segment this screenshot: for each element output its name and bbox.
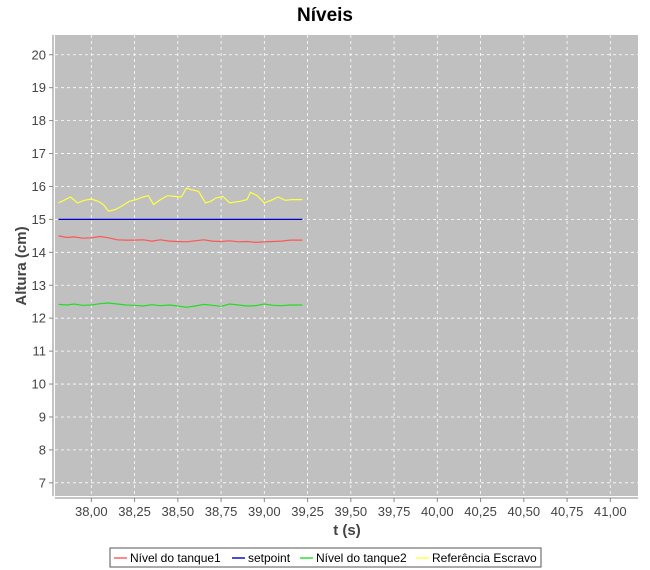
x-tick-label: 38,00: [75, 504, 108, 519]
x-tick-label: 38,75: [205, 504, 238, 519]
x-tick-label: 39,00: [248, 504, 281, 519]
y-tick-label: 9: [39, 409, 46, 424]
x-tick-label: 40,75: [551, 504, 584, 519]
y-axis-title: Altura (cm): [13, 226, 30, 305]
y-tick-label: 16: [32, 179, 46, 194]
series-line-3: [58, 187, 303, 212]
y-tick-label: 20: [32, 47, 46, 62]
series-line-2: [58, 302, 303, 308]
series-line-0: [58, 235, 303, 244]
y-tick-label: 13: [32, 278, 46, 293]
legend: Nível do tanque1 setpoint Nível do tanque2…: [109, 547, 542, 568]
x-tick-label: 39,75: [378, 504, 411, 519]
series-layer: [58, 187, 303, 308]
y-tick-label: 18: [32, 113, 46, 128]
plot-area: [55, 35, 638, 496]
y-tick-label: 12: [32, 311, 46, 326]
x-tick-label: 40,25: [464, 504, 497, 519]
x-tick-label: 40,00: [421, 504, 454, 519]
y-tick-label: 8: [39, 442, 46, 457]
x-tick-label: 38,25: [118, 504, 151, 519]
chart-title: Níveis: [297, 5, 353, 26]
y-tick-label: 19: [32, 80, 46, 95]
x-tick-label: 41,00: [594, 504, 627, 519]
legend-label: setpoint: [248, 551, 291, 565]
y-axis: 7 8 9 10 11 12 13 14 15 16 17 18 19 20: [32, 47, 53, 490]
x-tick-label: 38,50: [162, 504, 195, 519]
x-axis: 38,00 38,25 38,50 38,75 39,00 39,25 39,50 39,75…: [75, 498, 627, 519]
y-tick-label: 7: [39, 475, 46, 490]
x-tick-label: 39,50: [335, 504, 368, 519]
x-tick-label: 40,50: [508, 504, 541, 519]
y-tick-label: 14: [32, 245, 46, 260]
legend-label: Referência Escravo: [432, 551, 537, 565]
y-tick-label: 15: [32, 212, 46, 227]
grid: [55, 35, 638, 496]
legend-label: Nível do tanque1: [130, 551, 221, 565]
legend-box: [109, 547, 542, 568]
legend-label: Nível do tanque2: [316, 551, 407, 565]
x-tick-label: 39,25: [291, 504, 324, 519]
y-tick-label: 17: [32, 146, 46, 161]
x-axis-title: t (s): [333, 522, 361, 539]
y-tick-label: 11: [33, 344, 47, 359]
y-tick-label: 10: [32, 377, 46, 392]
